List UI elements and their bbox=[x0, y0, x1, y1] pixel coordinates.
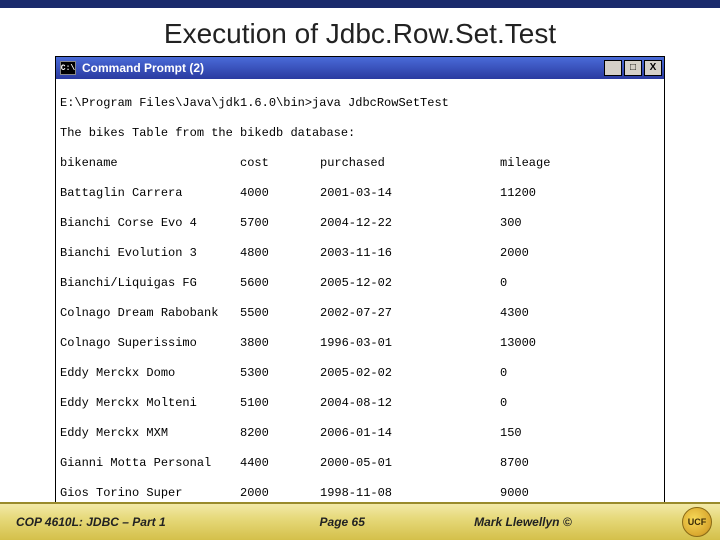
ucf-logo-icon: UCF bbox=[682, 507, 712, 537]
console-output: E:\Program Files\Java\jdk1.6.0\bin>java … bbox=[56, 79, 664, 540]
footer-page: Page 65 bbox=[240, 515, 444, 529]
close-button[interactable]: X bbox=[644, 60, 662, 76]
table-row: Eddy Merckx Domo53002005-02-020 bbox=[60, 366, 660, 381]
table-row: Bianchi Corse Evo 457002004-12-22300 bbox=[60, 216, 660, 231]
maximize-button[interactable]: □ bbox=[624, 60, 642, 76]
table-row: Colnago Superissimo38001996-03-0113000 bbox=[60, 336, 660, 351]
table-row: Battaglin Carrera40002001-03-1411200 bbox=[60, 186, 660, 201]
window-title: Command Prompt (2) bbox=[82, 61, 204, 75]
titlebar: C:\ Command Prompt (2) _ □ X bbox=[56, 57, 664, 79]
minimize-button[interactable]: _ bbox=[604, 60, 622, 76]
console-line: E:\Program Files\Java\jdk1.6.0\bin>java … bbox=[60, 96, 660, 111]
footer: COP 4610L: JDBC – Part 1 Page 65 Mark Ll… bbox=[0, 502, 720, 540]
table-row: Colnago Dream Rabobank55002002-07-274300 bbox=[60, 306, 660, 321]
table-row: Gianni Motta Personal44002000-05-018700 bbox=[60, 456, 660, 471]
table-row: Eddy Merckx MXM82002006-01-14150 bbox=[60, 426, 660, 441]
command-prompt-window: C:\ Command Prompt (2) _ □ X E:\Program … bbox=[55, 56, 665, 540]
system-menu-icon[interactable]: C:\ bbox=[60, 61, 76, 75]
table-header: bikenamecostpurchasedmileage bbox=[60, 156, 660, 171]
footer-course: COP 4610L: JDBC – Part 1 bbox=[16, 515, 240, 529]
footer-author: Mark Llewellyn © bbox=[444, 515, 678, 529]
table-row: Bianchi Evolution 348002003-11-162000 bbox=[60, 246, 660, 261]
console-line: The bikes Table from the bikedb database… bbox=[60, 126, 660, 141]
slide-title: Execution of Jdbc.Row.Set.Test bbox=[0, 18, 720, 50]
table-row: Gios Torino Super20001998-11-089000 bbox=[60, 486, 660, 501]
table-row: Eddy Merckx Molteni51002004-08-120 bbox=[60, 396, 660, 411]
table-row: Bianchi/Liquigas FG56002005-12-020 bbox=[60, 276, 660, 291]
